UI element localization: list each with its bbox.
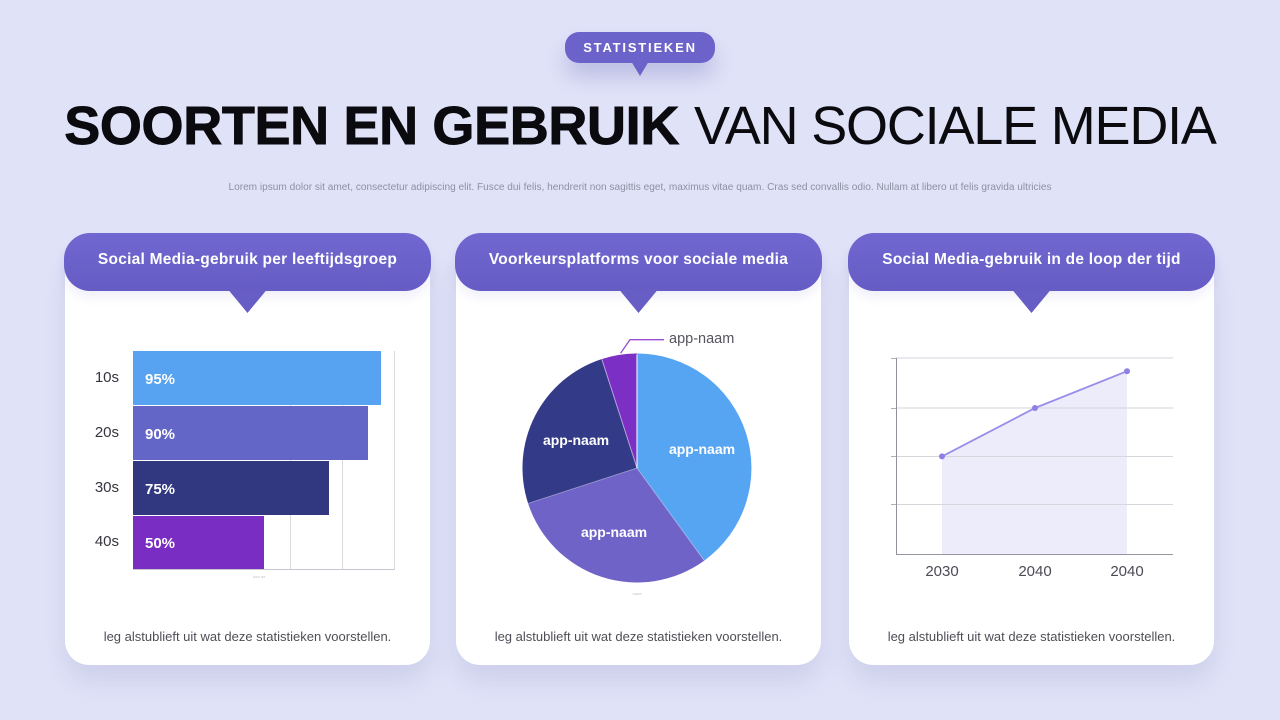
svg-text:2040: 2040 [1110,563,1143,580]
svg-text:aaaa: aaaa [633,591,643,596]
svg-text:app-naam: app-naam [669,331,734,347]
svg-text:2030: 2030 [925,563,958,580]
svg-text:app-naam: app-naam [581,524,647,540]
svg-text:app-naam: app-naam [543,432,609,448]
svg-text:2040: 2040 [1018,563,1051,580]
svg-text:app-naam: app-naam [669,441,735,457]
